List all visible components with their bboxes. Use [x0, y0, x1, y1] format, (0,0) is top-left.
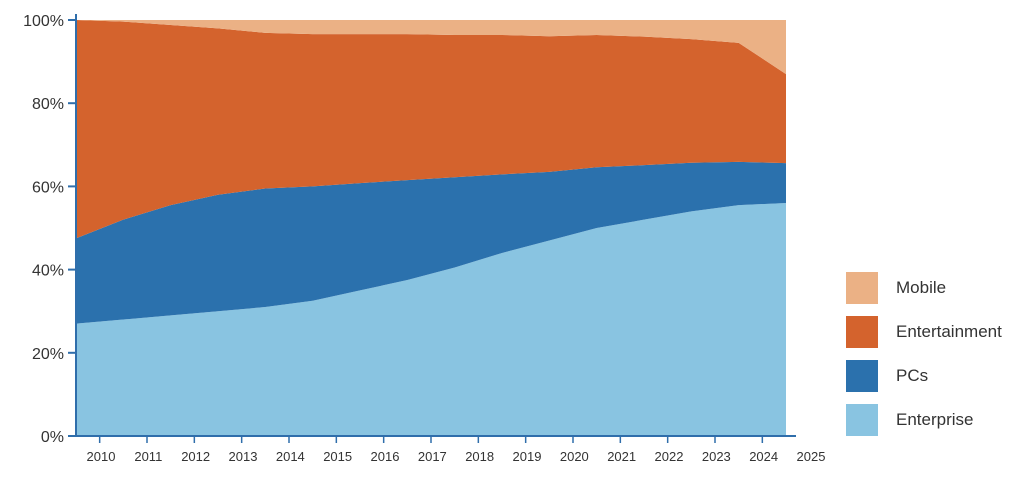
- legend-swatch-enterprise: [846, 404, 878, 436]
- y-tick-label: 60%: [32, 179, 64, 196]
- area-enterprise: [76, 203, 786, 436]
- x-tick-label: 2023: [702, 449, 731, 464]
- area-pcs: [76, 161, 786, 324]
- x-tick-label: 2024: [749, 449, 778, 464]
- legend: Mobile Entertainment PCs Enterprise: [846, 266, 1002, 442]
- legend-label-mobile: Mobile: [896, 278, 947, 297]
- legend-label-entertainment: Entertainment: [896, 322, 1002, 341]
- legend-swatch-mobile: [846, 272, 878, 304]
- legend-swatch-pcs: [846, 360, 878, 392]
- x-tick-label: 2019: [513, 449, 542, 464]
- x-tick-label: 2020: [560, 449, 589, 464]
- x-tick-label: 2010: [87, 449, 116, 464]
- x-tick-label: 2025: [797, 449, 826, 464]
- x-tick-label: 2011: [134, 449, 162, 464]
- area-mobile: [76, 20, 786, 75]
- legend-item-entertainment: Entertainment: [846, 310, 1002, 354]
- y-tick-label: 40%: [32, 263, 64, 280]
- axes-layer: [68, 14, 796, 443]
- legend-item-enterprise: Enterprise: [846, 398, 1002, 442]
- x-tick-label: 2018: [465, 449, 494, 464]
- x-tick-label: 2015: [323, 449, 352, 464]
- x-tick-label: 2016: [371, 449, 400, 464]
- area-layer: [76, 20, 786, 436]
- y-tick-label: 80%: [32, 96, 64, 113]
- x-tick-label: 2012: [181, 449, 210, 464]
- x-tick-label: 2017: [418, 449, 447, 464]
- legend-swatch-entertainment: [846, 316, 878, 348]
- x-tick-label: 2014: [276, 449, 305, 464]
- y-tick-label: 20%: [32, 346, 64, 363]
- legend-label-enterprise: Enterprise: [896, 410, 974, 429]
- legend-item-mobile: Mobile: [846, 266, 1002, 310]
- area-entertainment: [76, 20, 786, 239]
- x-tick-label: 2022: [655, 449, 684, 464]
- legend-item-pcs: PCs: [846, 354, 1002, 398]
- x-tick-label: 2021: [607, 449, 636, 464]
- tick-labels-layer: 0% 20% 40% 60% 80% 100% 2010 2011 2012 2013 2014 20…: [23, 13, 825, 464]
- x-tick-label: 2013: [229, 449, 258, 464]
- legend-label-pcs: PCs: [896, 366, 929, 385]
- y-tick-label: 100%: [23, 13, 64, 30]
- y-tick-label: 0%: [41, 429, 64, 446]
